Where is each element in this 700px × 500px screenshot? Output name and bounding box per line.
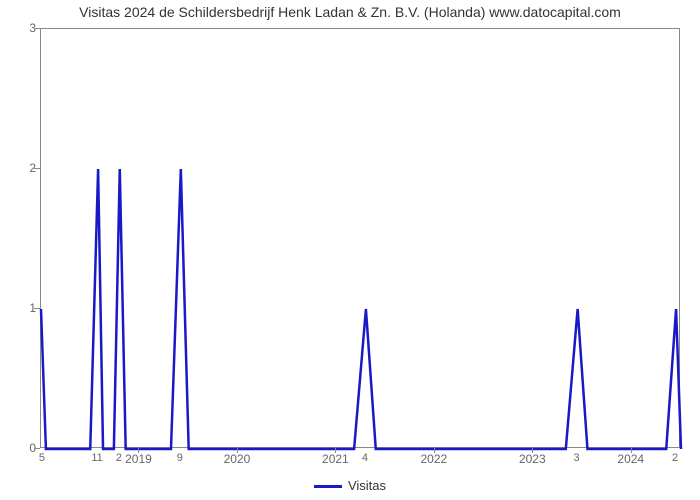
legend: Visitas — [0, 478, 700, 493]
x-tick-label: 2020 — [224, 452, 251, 466]
x-tick-label: 2022 — [420, 452, 447, 466]
x-tick-mark — [631, 447, 632, 453]
legend-label: Visitas — [348, 478, 386, 493]
x-tick-mark — [532, 447, 533, 453]
line-series — [41, 29, 681, 449]
chart-title: Visitas 2024 de Schildersbedrijf Henk La… — [0, 4, 700, 20]
x-tick-label: 2023 — [519, 452, 546, 466]
y-tick-mark — [34, 308, 40, 309]
plot-area — [40, 28, 680, 448]
series-path — [41, 169, 681, 449]
x-tick-mark — [237, 447, 238, 453]
value-marker-label: 5 — [39, 452, 45, 464]
x-tick-label: 2024 — [617, 452, 644, 466]
y-tick-mark — [34, 28, 40, 29]
value-marker-label: 2 — [672, 452, 678, 464]
y-tick-mark — [34, 448, 40, 449]
value-marker-label: 4 — [362, 452, 368, 464]
x-tick-label: 2019 — [125, 452, 152, 466]
value-marker-label: 2 — [116, 452, 122, 464]
value-marker-label: 9 — [177, 452, 183, 464]
x-tick-mark — [138, 447, 139, 453]
y-tick-mark — [34, 168, 40, 169]
x-tick-label: 2021 — [322, 452, 349, 466]
legend-swatch — [314, 485, 342, 488]
chart-container: Visitas 2024 de Schildersbedrijf Henk La… — [0, 0, 700, 500]
x-tick-mark — [335, 447, 336, 453]
value-marker-label: 11 — [91, 452, 102, 464]
value-marker-label: 3 — [574, 452, 580, 464]
x-tick-mark — [434, 447, 435, 453]
